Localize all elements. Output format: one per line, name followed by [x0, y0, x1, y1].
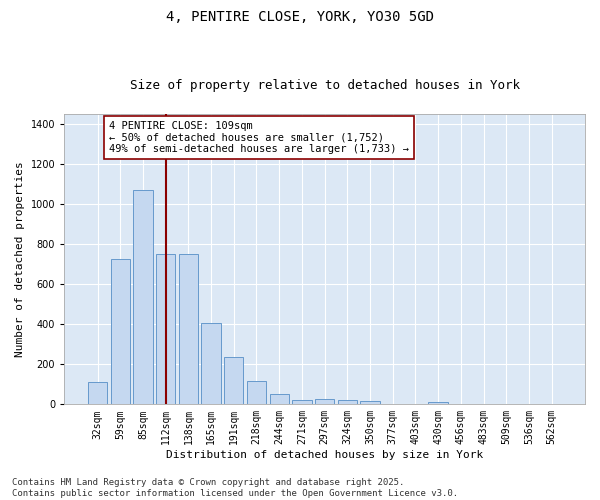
X-axis label: Distribution of detached houses by size in York: Distribution of detached houses by size … — [166, 450, 483, 460]
Bar — [315, 398, 334, 404]
Bar — [202, 323, 221, 404]
Bar — [224, 358, 244, 405]
Text: Contains HM Land Registry data © Crown copyright and database right 2025.
Contai: Contains HM Land Registry data © Crown c… — [12, 478, 458, 498]
Bar — [247, 382, 266, 404]
Title: Size of property relative to detached houses in York: Size of property relative to detached ho… — [130, 79, 520, 92]
Bar — [361, 400, 380, 404]
Bar — [133, 190, 152, 404]
Text: 4 PENTIRE CLOSE: 109sqm
← 50% of detached houses are smaller (1,752)
49% of semi: 4 PENTIRE CLOSE: 109sqm ← 50% of detache… — [109, 121, 409, 154]
Bar — [88, 382, 107, 404]
Bar — [292, 400, 311, 404]
Bar — [428, 402, 448, 404]
Bar — [110, 258, 130, 404]
Bar — [338, 400, 357, 404]
Text: 4, PENTIRE CLOSE, YORK, YO30 5GD: 4, PENTIRE CLOSE, YORK, YO30 5GD — [166, 10, 434, 24]
Bar — [179, 254, 198, 404]
Y-axis label: Number of detached properties: Number of detached properties — [15, 162, 25, 357]
Bar — [156, 254, 175, 404]
Bar — [269, 394, 289, 404]
